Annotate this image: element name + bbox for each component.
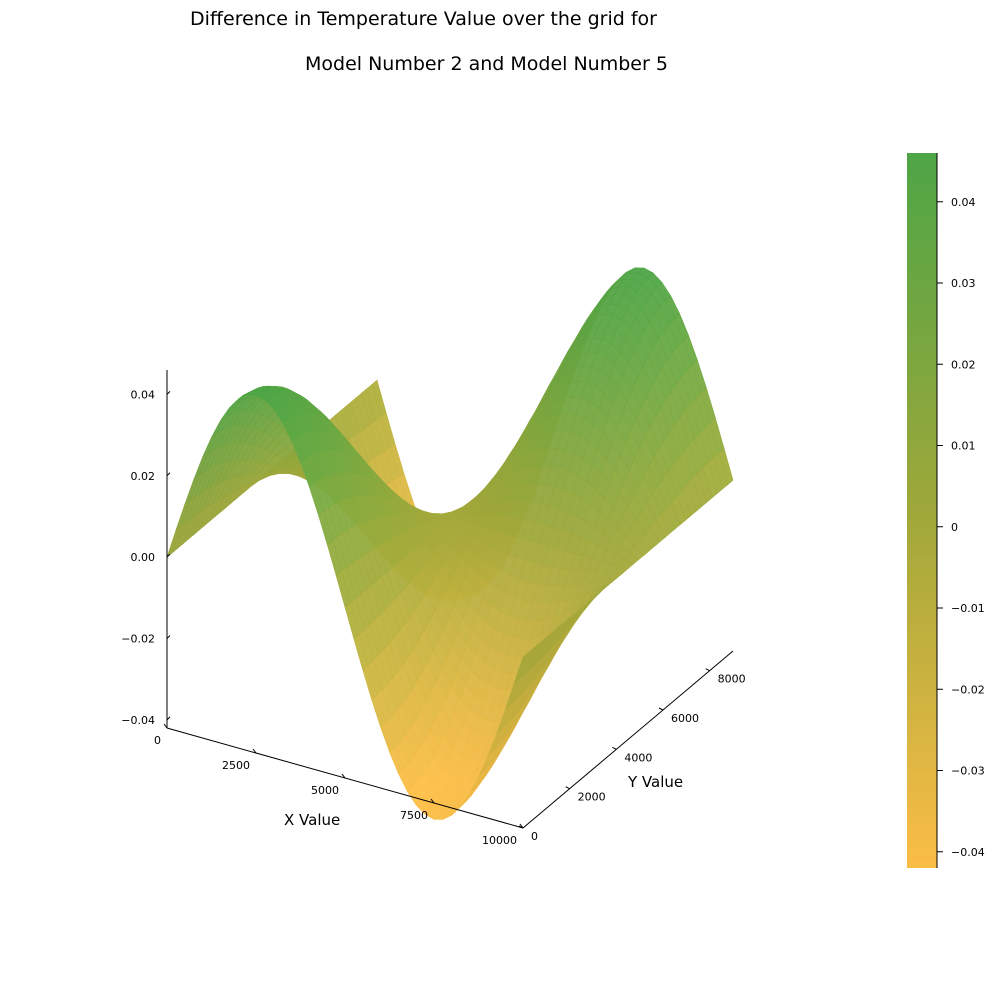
colorbar-gradient [907, 153, 937, 868]
y-tick-mark [612, 746, 617, 750]
y-tick-label: 6000 [671, 712, 699, 725]
x-tick-mark [430, 798, 435, 804]
x-tick-mark [252, 748, 257, 754]
x-tick-label: 5000 [311, 784, 339, 797]
y-tick-mark [658, 707, 664, 711]
colorbar-tick-label: 0.01 [951, 440, 976, 453]
x-tick-label: 7500 [400, 809, 428, 822]
chart-title-line-1: Difference in Temperature Value over the… [190, 8, 657, 30]
z-tick-mark [166, 635, 171, 639]
z-tick-label: 0.00 [131, 551, 156, 564]
colorbar-tick-label: −0.02 [951, 683, 985, 696]
x-tick-label: 10000 [482, 834, 517, 847]
z-tick-mark [166, 391, 171, 395]
colorbar: 0.04 0.03 0.02 0.01 0 −0.01 −0.02 −0.03 −0.04 [907, 153, 985, 868]
x-tick-mark [163, 723, 168, 729]
z-tick-label: −0.02 [121, 633, 155, 646]
y-tick-mark [705, 668, 710, 672]
x-tick-mark [341, 773, 346, 779]
y-tick-label: 2000 [578, 791, 606, 804]
colorbar-tick-label: −0.01 [951, 602, 985, 615]
colorbar-tick-label: 0.03 [951, 277, 976, 290]
surface [166, 267, 734, 820]
y-tick-mark [565, 786, 570, 790]
colorbar-tick-label: 0.04 [951, 196, 976, 209]
y-tick-mark [518, 825, 524, 829]
x-axis-title: X Value [284, 811, 340, 829]
z-tick-mark [166, 716, 171, 721]
y-axis-line [522, 650, 734, 829]
z-tick-label: 0.02 [131, 470, 156, 483]
y-axis-title: Y Value [627, 773, 683, 791]
z-tick-mark [166, 553, 171, 558]
colorbar-tick-label: −0.03 [951, 765, 985, 778]
x-tick-label: 0 [154, 734, 161, 747]
y-tick-label: 8000 [718, 673, 746, 686]
z-tick-label: 0.04 [131, 388, 156, 401]
chart-title-line-2: Model Number 2 and Model Number 5 [305, 53, 668, 75]
colorbar-tick-label: −0.04 [951, 846, 985, 859]
axes: 0 2500 5000 7500 10000 0 2000 4000 6000 8000 −0.04… [121, 370, 746, 847]
x-tick-label: 2500 [222, 759, 250, 772]
y-tick-label: 4000 [624, 751, 652, 764]
z-tick-mark [166, 472, 171, 477]
y-tick-label: 0 [531, 830, 538, 843]
surface-patch [166, 525, 182, 559]
colorbar-tick-label: 0 [951, 521, 958, 534]
colorbar-tick-label: 0.02 [951, 358, 976, 371]
z-tick-label: −0.04 [121, 714, 155, 727]
